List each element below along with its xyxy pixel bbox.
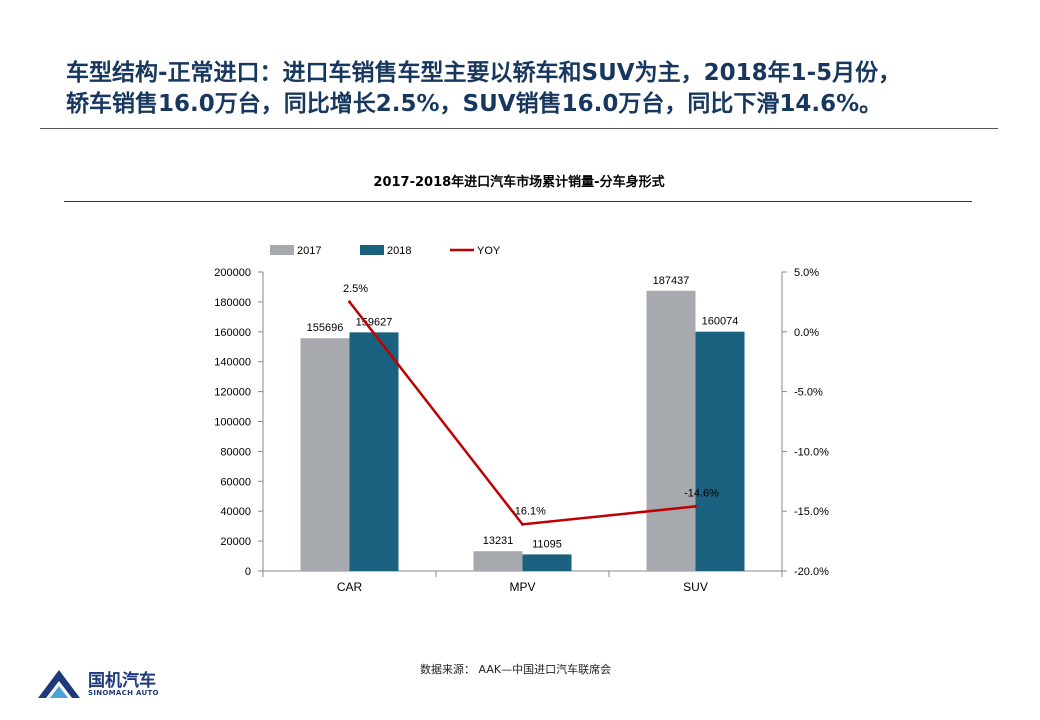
- yoy-point-MPV: [521, 522, 524, 526]
- sinomach-logo-icon: [38, 670, 80, 698]
- chart-title-divider: [64, 201, 972, 202]
- yoy-point-SUV: [694, 504, 697, 508]
- x-tick-label: SUV: [683, 580, 708, 594]
- yoy-line: [348, 301, 696, 526]
- y2-tick-label: -20.0%: [794, 566, 829, 578]
- bar-data-label: 160074: [702, 316, 739, 328]
- headline-line-1: 车型结构-正常进口：进口车销售车型主要以轿车和SUV为主，2018年1-5月份，: [66, 60, 902, 86]
- y2-tick-label: -10.0%: [794, 446, 829, 458]
- y2-tick-label: -15.0%: [794, 506, 829, 518]
- bar-2017-SUV: [646, 290, 696, 571]
- logo-chinese-name: 国机汽车: [88, 671, 156, 691]
- bar-2018-SUV: [695, 331, 745, 571]
- y2-tick-label: 5.0%: [794, 267, 819, 279]
- y-tick-label: 20000: [220, 536, 251, 548]
- bar-data-label: 11095: [532, 538, 562, 550]
- y-tick-label: 180000: [214, 297, 251, 309]
- x-tick-label: CAR: [337, 580, 363, 594]
- yoy-data-label: -16.1%: [511, 505, 546, 517]
- y-tick-label: 200000: [214, 267, 251, 279]
- bar-data-label: 159627: [356, 316, 393, 328]
- y-tick-label: 0: [245, 566, 251, 578]
- y-tick-label: 100000: [214, 417, 251, 429]
- y2-tick-label: 0.0%: [794, 327, 819, 339]
- legend-label-YOY: YOY: [477, 245, 501, 257]
- bar-2018-CAR: [349, 332, 399, 571]
- legend-label-2018: 2018: [387, 245, 411, 257]
- bar-data-label: 187437: [653, 275, 690, 287]
- headline: 车型结构-正常进口：进口车销售车型主要以轿车和SUV为主，2018年1-5月份，…: [66, 58, 1026, 120]
- yoy-point-CAR: [348, 300, 351, 304]
- chart-title: 2017-2018年进口汽车市场累计销量-分车身形式: [373, 175, 665, 190]
- legend-swatch-2017: [270, 245, 294, 255]
- y-tick-label: 140000: [214, 357, 251, 369]
- headline-divider: [40, 128, 998, 129]
- x-tick-label: MPV: [509, 580, 535, 594]
- y-tick-label: 160000: [214, 327, 251, 339]
- y-tick-label: 40000: [220, 506, 251, 518]
- bar-2018-MPV: [522, 554, 572, 571]
- bar-data-label: 155696: [307, 322, 344, 334]
- yoy-data-label: 2.5%: [343, 283, 368, 295]
- y-tick-label: 120000: [214, 387, 251, 399]
- bar-2017-CAR: [300, 338, 350, 571]
- y-tick-label: 80000: [220, 446, 251, 458]
- bar-data-label: 13231: [483, 535, 514, 547]
- logo-english-name: SINOMACH AUTO: [88, 689, 159, 697]
- y-tick-label: 60000: [220, 476, 251, 488]
- legend-swatch-2018: [360, 245, 384, 255]
- bar-2017-MPV: [473, 551, 523, 571]
- legend-label-2017: 2017: [297, 245, 321, 257]
- source-note: 数据来源： AAK—中国进口汽车联席会: [420, 663, 612, 676]
- company-logo: 国机汽车 SINOMACH AUTO: [36, 664, 186, 704]
- headline-line-2: 轿车销售16.0万台，同比增长2.5%，SUV销售16.0万台，同比下滑14.6…: [66, 91, 883, 117]
- y2-tick-label: -5.0%: [794, 387, 823, 399]
- yoy-data-label: -14.6%: [684, 487, 719, 499]
